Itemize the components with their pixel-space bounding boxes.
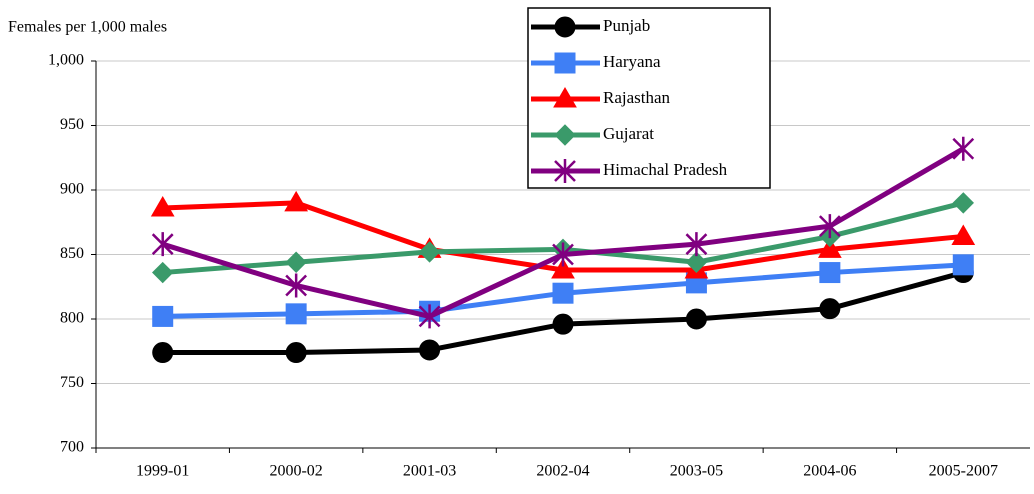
marker bbox=[552, 313, 574, 335]
marker bbox=[952, 254, 974, 276]
marker bbox=[418, 304, 441, 329]
marker bbox=[285, 342, 307, 364]
y-tick-label: 900 bbox=[60, 181, 84, 198]
marker bbox=[951, 224, 976, 245]
y-tick-label: 800 bbox=[60, 310, 84, 327]
legend-label: Himachal Pradesh bbox=[603, 160, 728, 179]
marker bbox=[819, 262, 841, 284]
marker bbox=[952, 136, 975, 161]
x-tick-label: 2002-04 bbox=[536, 463, 589, 480]
marker bbox=[151, 232, 174, 257]
marker bbox=[152, 261, 174, 284]
marker bbox=[553, 87, 577, 108]
marker bbox=[554, 52, 576, 74]
y-tick-label: 750 bbox=[60, 374, 84, 391]
y-tick-label: 700 bbox=[60, 439, 84, 456]
legend-label: Gujarat bbox=[603, 124, 654, 143]
marker bbox=[554, 159, 576, 183]
marker bbox=[685, 232, 708, 257]
y-tick-label: 1,000 bbox=[48, 52, 84, 69]
x-tick-label: 2004-06 bbox=[803, 463, 856, 480]
marker bbox=[552, 282, 574, 304]
marker bbox=[685, 251, 708, 273]
marker bbox=[551, 257, 575, 279]
marker bbox=[685, 308, 707, 330]
marker bbox=[152, 305, 174, 327]
marker bbox=[285, 273, 308, 298]
marker bbox=[819, 298, 841, 320]
marker bbox=[284, 190, 309, 212]
marker bbox=[419, 339, 441, 361]
legend-label: Rajasthan bbox=[603, 88, 671, 107]
marker bbox=[552, 242, 574, 267]
y-axis-label: Females per 1,000 males bbox=[8, 19, 167, 36]
marker bbox=[952, 192, 974, 214]
x-tick-label: 2005-2007 bbox=[929, 463, 998, 480]
marker bbox=[150, 196, 175, 217]
marker bbox=[285, 303, 307, 325]
marker bbox=[554, 16, 576, 38]
marker bbox=[418, 241, 441, 263]
marker bbox=[817, 237, 842, 258]
x-tick-label: 2003-05 bbox=[670, 463, 723, 480]
marker bbox=[818, 214, 841, 239]
legend-label: Haryana bbox=[603, 52, 661, 71]
x-tick-label: 1999-01 bbox=[136, 463, 189, 480]
x-tick-label: 2000-02 bbox=[269, 463, 322, 480]
y-tick-label: 950 bbox=[60, 116, 84, 133]
x-tick-label: 2001-03 bbox=[403, 463, 456, 480]
marker bbox=[152, 342, 174, 364]
legend-label: Punjab bbox=[603, 16, 650, 35]
marker bbox=[554, 124, 576, 146]
marker bbox=[285, 251, 307, 273]
y-tick-label: 850 bbox=[60, 245, 84, 262]
